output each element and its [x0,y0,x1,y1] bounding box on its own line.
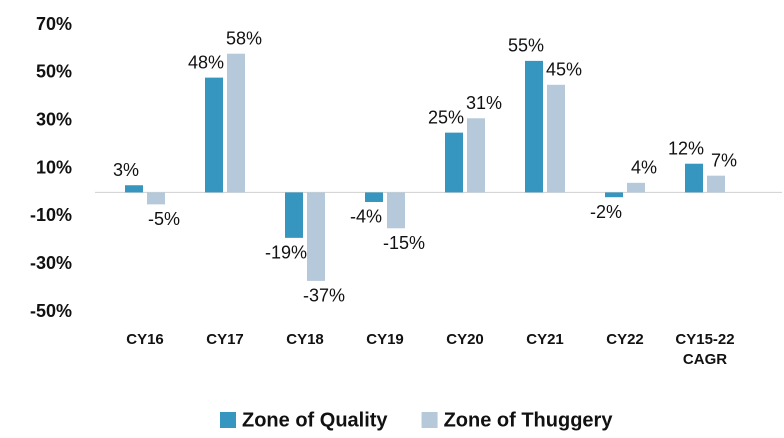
bar [365,192,383,202]
bar [707,175,725,193]
bar [627,182,645,193]
x-tick-label: CY17 [206,331,244,348]
bar [125,185,143,193]
y-tick-label: 30% [36,109,72,129]
data-label: 7% [711,150,737,170]
data-label: 58% [226,28,262,48]
bar [525,60,543,193]
data-label: -5% [148,209,180,229]
y-tick-label: 70% [36,14,72,34]
bar [467,118,485,193]
y-tick-label: -10% [30,205,72,225]
y-tick-label: 10% [36,157,72,177]
bar [685,163,703,193]
data-label: -19% [265,243,307,263]
bar [605,192,623,198]
data-label: 31% [466,93,502,113]
data-label: 48% [188,52,224,72]
x-tick-label: CY20 [446,331,484,348]
bar [387,192,405,229]
bar [547,84,565,193]
data-label: 3% [113,160,139,180]
bar [445,132,463,193]
data-label: 4% [631,158,657,178]
data-label: -2% [590,202,622,222]
data-label: -37% [303,286,345,306]
x-tick-label: CY15-22 CAGR [675,331,735,368]
x-tick-label: CY21 [526,331,564,348]
bar [227,53,245,193]
legend-swatch [421,412,438,428]
x-tick-label: CY22 [606,331,644,348]
data-label: 25% [428,107,464,127]
y-tick-label: 50% [36,62,72,82]
y-tick-label: -50% [30,301,72,321]
data-label: 55% [508,36,544,56]
bar [307,192,325,281]
bar [147,192,165,205]
data-label: 12% [668,138,704,158]
data-label: 45% [546,60,582,80]
x-tick-label: CY19 [366,331,404,348]
legend-label: Zone of Quality [242,409,388,431]
x-tick-label: CY16 [126,331,164,348]
y-tick-label: -30% [30,253,72,273]
data-label: -15% [383,233,425,253]
x-tick-label: CY18 [286,331,324,348]
data-label: -4% [350,207,382,227]
legend-swatch [220,412,236,428]
legend-label: Zone of Thuggery [444,409,614,431]
bar [205,77,223,193]
bar [285,192,303,238]
